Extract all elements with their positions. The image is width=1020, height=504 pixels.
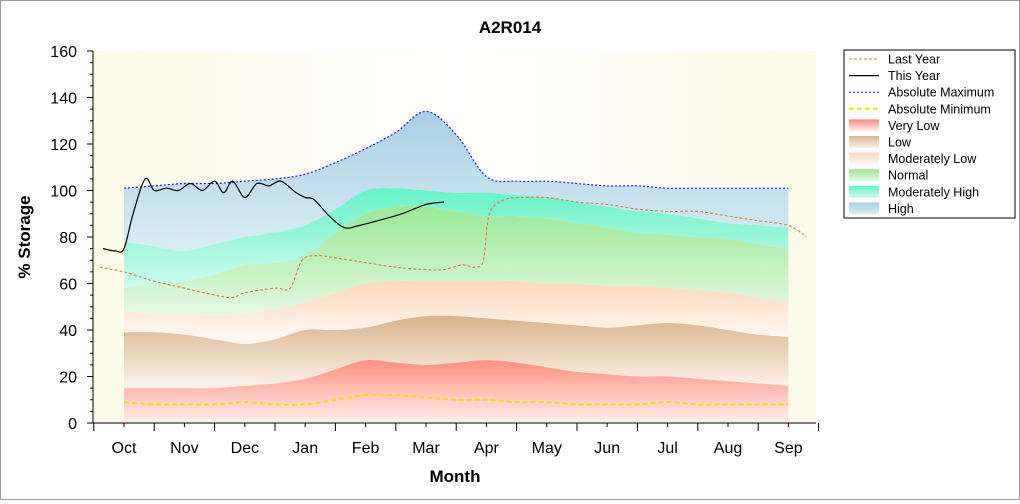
x-tick-label: Jul <box>657 440 677 457</box>
x-tick-label: Sep <box>774 440 803 457</box>
y-tick-label: 0 <box>68 416 77 433</box>
legend-label-high: High <box>888 202 914 216</box>
y-tick-label: 120 <box>50 137 77 154</box>
y-tick-label: 100 <box>50 184 77 201</box>
band-very-low <box>124 359 789 423</box>
x-tick-label: Mar <box>412 440 440 457</box>
absolute-maximum-line <box>123 110 789 189</box>
x-tick-label: Apr <box>474 440 500 457</box>
legend-label-last-year: Last Year <box>888 53 940 67</box>
y-axis-label: % Storage <box>15 195 34 278</box>
legend-swatch-very-low <box>849 119 879 132</box>
band-moderately-low <box>124 281 789 344</box>
y-tick-label: 20 <box>59 370 77 387</box>
x-tick-label: Feb <box>352 440 380 457</box>
last-year-line <box>99 196 807 299</box>
legend-label-absolute-maximum: Absolute Maximum <box>888 86 994 100</box>
x-axis-label: Month <box>430 467 481 486</box>
plot-area: 0 20 40 60 80 100 120 140 160 Oct Nov Dec Jan Feb Mar… <box>50 44 820 457</box>
y-tick-label: 80 <box>59 230 77 247</box>
band-moderately-high <box>124 188 789 289</box>
x-tick-label: Aug <box>714 440 742 457</box>
legend-swatch-moderately-low <box>849 152 879 165</box>
legend: Last Year This Year Absolute Maximum Absolu… <box>843 49 1016 219</box>
y-tick-label: 60 <box>59 277 77 294</box>
legend-swatch-normal <box>849 169 879 182</box>
band-high <box>124 111 789 251</box>
x-tick-label: Nov <box>170 440 198 457</box>
legend-label-normal: Normal <box>888 169 928 183</box>
legend-label-absolute-minimum: Absolute Minimum <box>888 102 991 116</box>
legend-label-this-year: This Year <box>888 69 940 83</box>
this-year-line <box>102 177 445 253</box>
y-axis-ticks: 0 20 40 60 80 100 120 140 160 <box>50 44 93 433</box>
legend-swatch-high <box>849 202 879 215</box>
series-lines <box>99 110 807 406</box>
x-tick-label: Jan <box>292 440 318 457</box>
distribution-bands <box>124 111 789 423</box>
legend-swatch-low <box>849 136 879 148</box>
legend-label-low: Low <box>888 136 912 150</box>
x-tick-label: Dec <box>231 440 259 457</box>
band-low <box>124 315 789 389</box>
y-tick-label: 140 <box>50 91 77 108</box>
y-tick-label: 40 <box>59 323 77 340</box>
legend-label-moderately-high: Moderately High <box>888 185 979 199</box>
y-tick-label: 160 <box>50 44 77 61</box>
x-axis-ticks: Oct Nov Dec Jan Feb Mar Apr May Jun Jul Aug Sep <box>93 423 820 457</box>
chart-title: A2R014 <box>479 18 542 37</box>
x-tick-label: Oct <box>112 440 137 457</box>
legend-swatch-moderately-high <box>849 185 879 198</box>
legend-label-very-low: Very Low <box>888 119 940 133</box>
x-tick-label: May <box>532 440 562 457</box>
absolute-minimum-line <box>123 393 789 406</box>
x-tick-label: Jun <box>594 440 620 457</box>
legend-label-moderately-low: Moderately Low <box>888 152 977 166</box>
